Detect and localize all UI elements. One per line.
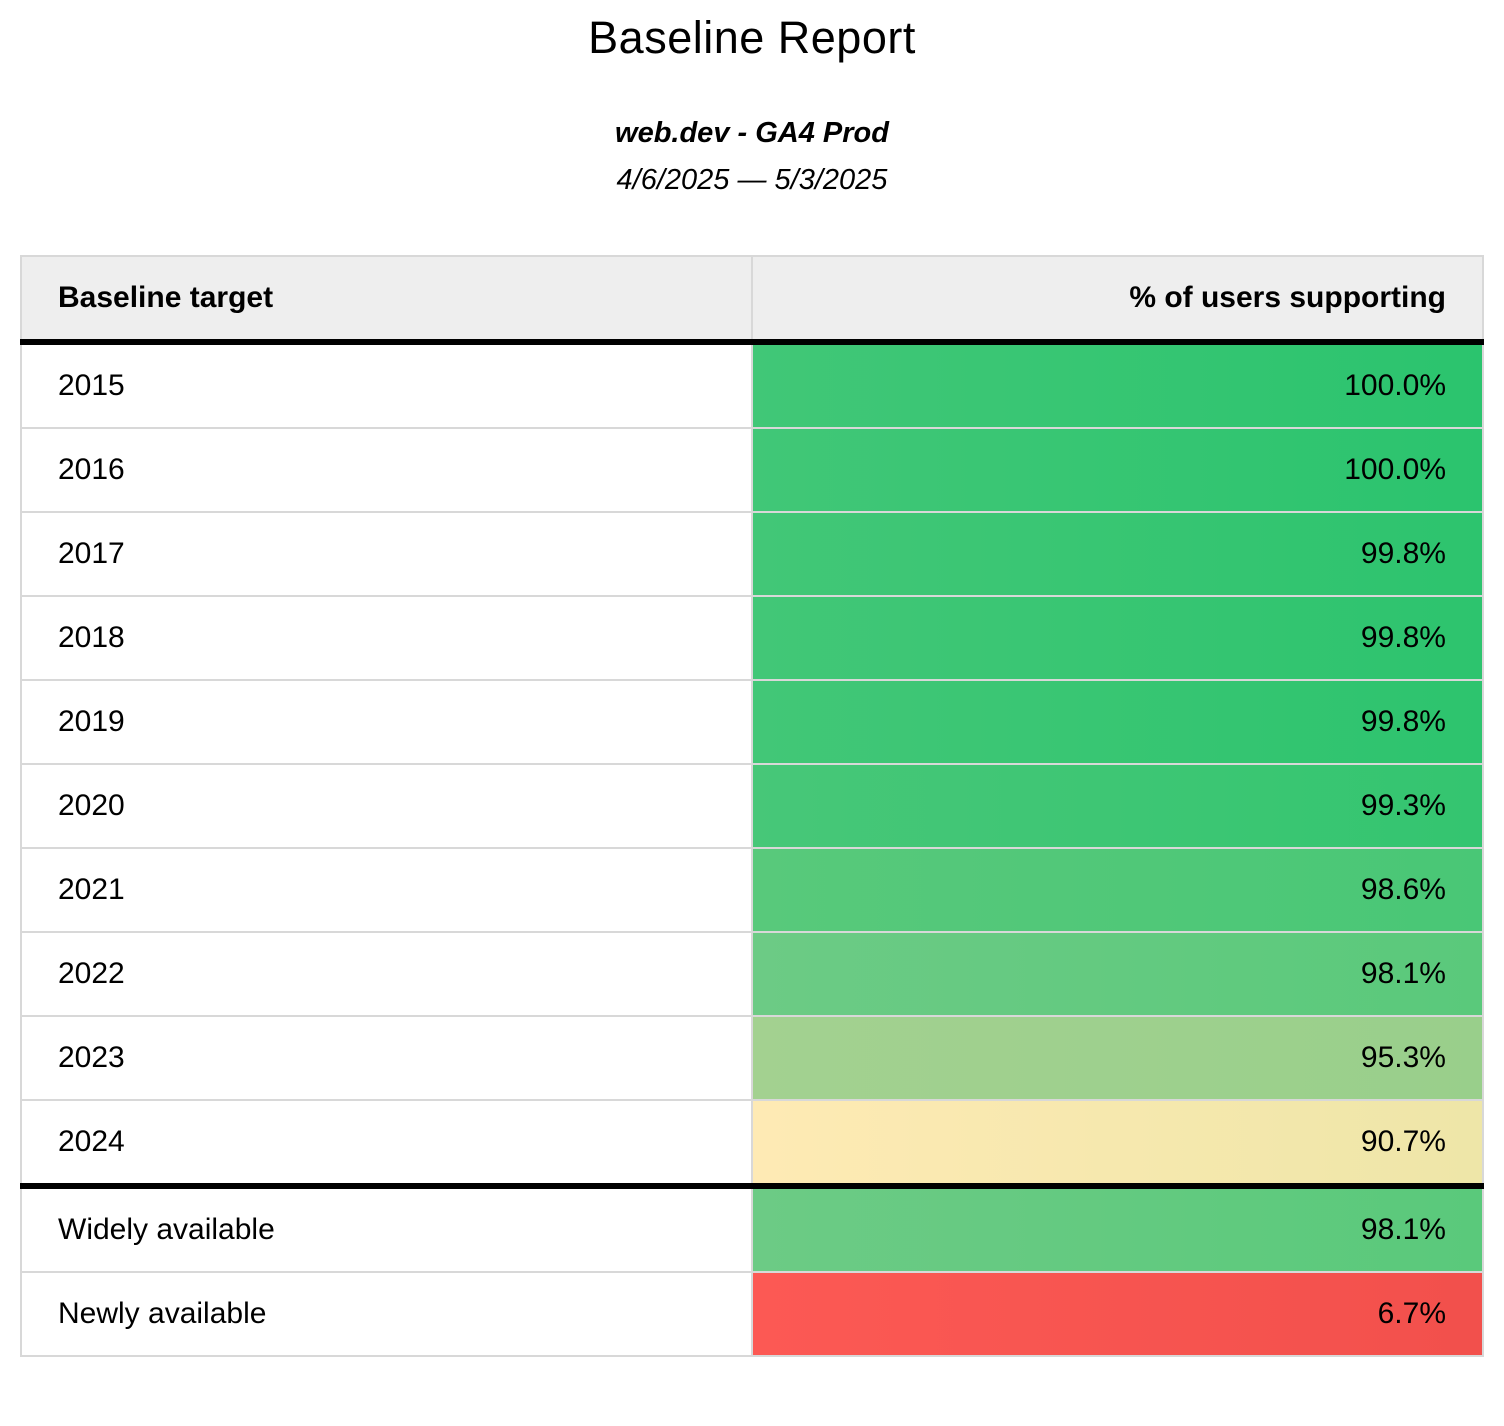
table-header-row: Baseline target % of users supporting — [20, 255, 1484, 346]
percent-cell: 95.3% — [751, 1015, 1484, 1102]
table-row: 2022 98.1% — [20, 931, 1484, 1018]
baseline-target-cell: 2022 — [20, 931, 753, 1018]
percent-cell: 99.8% — [751, 595, 1484, 682]
table-row: 2021 98.6% — [20, 847, 1484, 934]
baseline-target-cell: 2016 — [20, 427, 753, 514]
table-row: 2024 90.7% — [20, 1099, 1484, 1190]
baseline-target-cell: 2017 — [20, 511, 753, 598]
baseline-target-cell: 2018 — [20, 595, 753, 682]
percent-cell: 99.3% — [751, 763, 1484, 850]
report-subtitle: web.dev - GA4 Prod — [615, 116, 889, 149]
table-row: 2018 99.8% — [20, 595, 1484, 682]
percent-cell: 99.8% — [751, 679, 1484, 766]
percent-cell: 90.7% — [751, 1099, 1484, 1190]
table-row: 2019 99.8% — [20, 679, 1484, 766]
table-header: Baseline target % of users supporting — [20, 255, 1484, 346]
percent-cell: 99.8% — [751, 511, 1484, 598]
page-title: Baseline Report — [588, 12, 916, 63]
percent-cell: 100.0% — [751, 341, 1484, 430]
table-row: 2017 99.8% — [20, 511, 1484, 598]
percent-cell: 98.6% — [751, 847, 1484, 934]
baseline-table: Baseline target % of users supporting 20… — [20, 255, 1484, 1358]
percent-cell: 6.7% — [751, 1271, 1484, 1358]
baseline-target-cell: 2024 — [20, 1099, 753, 1190]
baseline-target-cell: Newly available — [20, 1271, 753, 1358]
table-row: 2020 99.3% — [20, 763, 1484, 850]
baseline-target-cell: 2020 — [20, 763, 753, 850]
report-date-range: 4/6/2025 — 5/3/2025 — [616, 163, 888, 196]
column-header-baseline-target: Baseline target — [20, 255, 753, 346]
table-row: 2015 100.0% — [20, 341, 1484, 430]
percent-cell: 98.1% — [751, 1185, 1484, 1274]
table-row: 2023 95.3% — [20, 1015, 1484, 1102]
baseline-target-cell: 2023 — [20, 1015, 753, 1102]
percent-cell: 98.1% — [751, 931, 1484, 1018]
table-row: Newly available 6.7% — [20, 1271, 1484, 1358]
percent-cell: 100.0% — [751, 427, 1484, 514]
table-row: Widely available 98.1% — [20, 1185, 1484, 1274]
table-body: 2015 100.0% 2016 100.0% 2017 99.8% 2018 … — [20, 341, 1484, 1358]
table-row: 2016 100.0% — [20, 427, 1484, 514]
baseline-target-cell: 2021 — [20, 847, 753, 934]
baseline-target-cell: 2015 — [20, 341, 753, 430]
baseline-target-cell: 2019 — [20, 679, 753, 766]
baseline-target-cell: Widely available — [20, 1185, 753, 1274]
column-header-percent-users-supporting: % of users supporting — [751, 255, 1484, 346]
